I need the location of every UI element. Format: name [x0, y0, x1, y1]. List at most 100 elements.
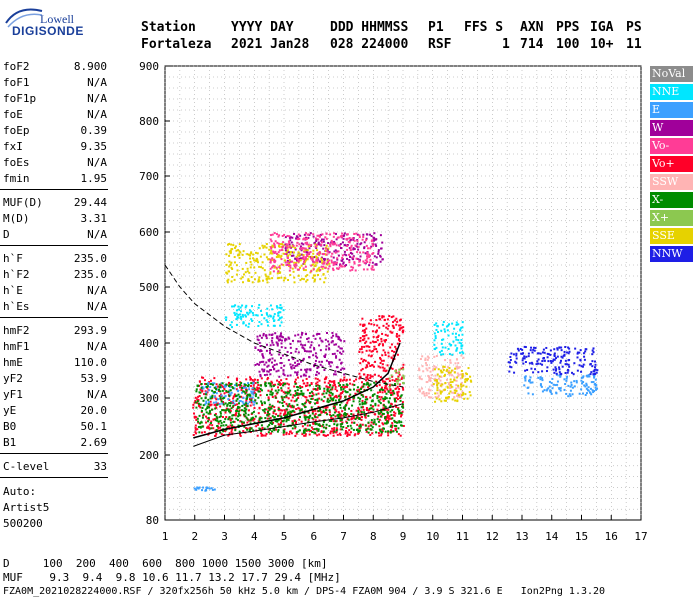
data-point [269, 382, 272, 385]
data-point [304, 247, 307, 250]
data-point [418, 375, 421, 378]
data-point [400, 413, 403, 416]
data-point [239, 315, 242, 318]
data-point [277, 251, 280, 254]
data-point [384, 397, 387, 400]
data-point [397, 338, 400, 341]
data-point [377, 412, 380, 415]
data-point [328, 390, 331, 393]
data-point [316, 261, 319, 264]
data-point [339, 263, 342, 266]
data-point [306, 278, 309, 281]
data-point [584, 348, 587, 351]
data-point [579, 349, 582, 352]
data-point [371, 426, 374, 429]
data-point [355, 409, 358, 412]
data-point [250, 418, 253, 421]
data-point [376, 339, 379, 342]
data-point [376, 324, 379, 327]
data-point [295, 431, 298, 434]
data-point [295, 432, 298, 435]
data-point [350, 244, 353, 247]
data-point [254, 346, 257, 349]
data-point [303, 428, 306, 431]
data-point [237, 316, 240, 319]
data-point [582, 392, 585, 395]
data-point [308, 428, 311, 431]
data-point [299, 279, 302, 282]
data-point [269, 393, 272, 396]
data-point [301, 246, 304, 249]
data-point [379, 356, 382, 359]
data-point [294, 422, 297, 425]
data-point [359, 348, 362, 351]
data-point [258, 363, 261, 366]
data-point [297, 386, 300, 389]
data-point [294, 262, 297, 265]
data-point [378, 389, 381, 392]
data-point [333, 381, 336, 384]
data-point [377, 411, 380, 414]
data-point [279, 423, 282, 426]
data-point [363, 345, 366, 348]
data-point [253, 278, 256, 281]
param-separator [0, 189, 108, 190]
data-point [364, 424, 367, 427]
data-point [396, 394, 399, 397]
data-point [350, 413, 353, 416]
data-point [462, 392, 465, 395]
data-point [277, 235, 280, 238]
data-point [347, 240, 350, 243]
data-point [389, 404, 392, 407]
data-point [328, 399, 331, 402]
data-point [543, 351, 546, 354]
data-point [310, 244, 313, 247]
param-hmf2: hmF2 293.9 [3, 324, 107, 338]
data-point [316, 387, 319, 390]
data-point [264, 411, 267, 414]
data-point [358, 416, 361, 419]
data-point [554, 384, 557, 387]
data-point [335, 244, 338, 247]
data-point [307, 236, 310, 239]
data-point [460, 381, 463, 384]
data-point [199, 425, 202, 428]
data-point [213, 391, 216, 394]
data-point [336, 423, 339, 426]
param-key: foF2 [3, 60, 30, 73]
data-point [277, 270, 280, 273]
data-point [241, 281, 244, 284]
data-point [446, 329, 449, 332]
data-point [302, 247, 305, 250]
data-point [316, 243, 319, 246]
data-point [313, 241, 316, 244]
data-point [515, 357, 518, 360]
data-point [402, 326, 405, 329]
data-point [205, 383, 208, 386]
data-point [276, 272, 279, 275]
data-point [214, 419, 217, 422]
data-point [468, 391, 471, 394]
data-point [267, 275, 270, 278]
data-point [312, 252, 315, 255]
data-point [346, 431, 349, 434]
data-point [377, 344, 380, 347]
data-point [314, 261, 317, 264]
data-point [306, 274, 309, 277]
data-point [352, 400, 355, 403]
data-point [251, 379, 254, 382]
data-point [460, 395, 463, 398]
data-point [251, 392, 254, 395]
data-point [312, 260, 315, 263]
data-point [358, 390, 361, 393]
data-point [244, 324, 247, 327]
data-point [547, 353, 550, 356]
data-point [331, 392, 334, 395]
data-point [435, 379, 438, 382]
data-point [300, 277, 303, 280]
data-point [332, 431, 335, 434]
data-point [317, 392, 320, 395]
data-point [265, 243, 268, 246]
data-point [366, 268, 369, 271]
data-point [399, 395, 402, 398]
